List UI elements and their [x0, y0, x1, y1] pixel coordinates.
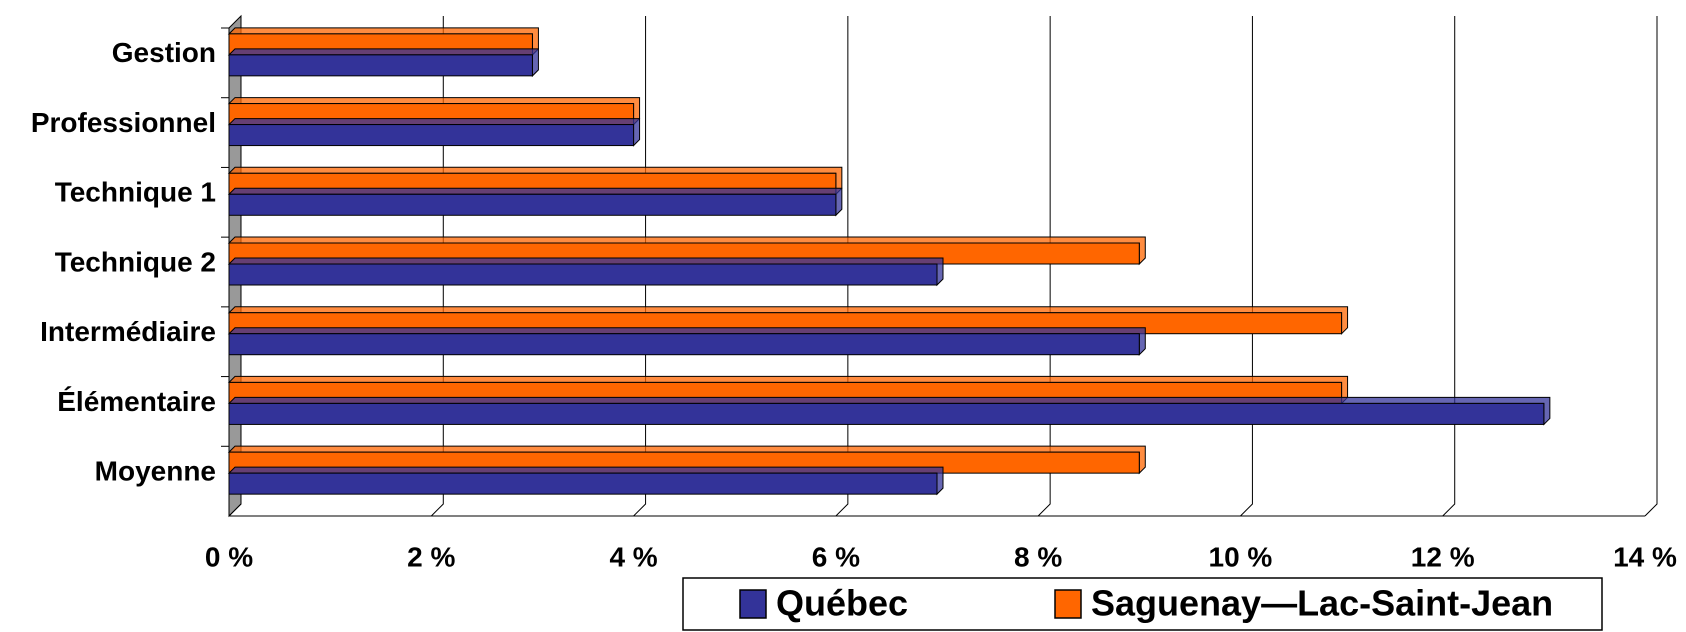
grid-line — [1644, 16, 1658, 517]
grid-line — [1240, 16, 1253, 517]
bar — [228, 402, 1545, 425]
x-tick-label: 10 % — [1209, 541, 1273, 572]
grid-line — [835, 16, 849, 517]
y-tick-label: Technique 1 — [55, 177, 216, 208]
y-tick-label: Intermédiaire — [40, 316, 216, 347]
y-tick-label: Moyenne — [95, 456, 216, 487]
x-tick-label: 2 % — [407, 541, 455, 572]
legend-swatch — [1054, 589, 1082, 619]
y-tick-label: Professionnel — [31, 107, 216, 138]
bar — [228, 193, 837, 216]
x-tick-label: 0 % — [205, 541, 253, 572]
x-tick-label: 14 % — [1613, 541, 1677, 572]
grid-line — [1442, 16, 1456, 517]
x-tick-label: 4 % — [609, 541, 657, 572]
bar — [228, 472, 938, 495]
legend-label: Québec — [776, 583, 908, 624]
bar — [228, 263, 938, 286]
x-tick-label: 8 % — [1014, 541, 1062, 572]
y-tick-label: Technique 2 — [55, 246, 216, 277]
grid-line — [1037, 16, 1051, 517]
bar — [228, 124, 635, 147]
bar — [228, 54, 533, 77]
x-tick-label: 6 % — [812, 541, 860, 572]
x-tick-label: 12 % — [1411, 541, 1475, 572]
legend-label: Saguenay—Lac-Saint-Jean — [1091, 583, 1553, 624]
legend-box — [682, 577, 1603, 631]
legend-swatch — [739, 589, 767, 619]
y-tick-label: Élémentaire — [57, 386, 216, 417]
bar — [228, 333, 1140, 356]
y-tick-label: Gestion — [112, 37, 216, 68]
